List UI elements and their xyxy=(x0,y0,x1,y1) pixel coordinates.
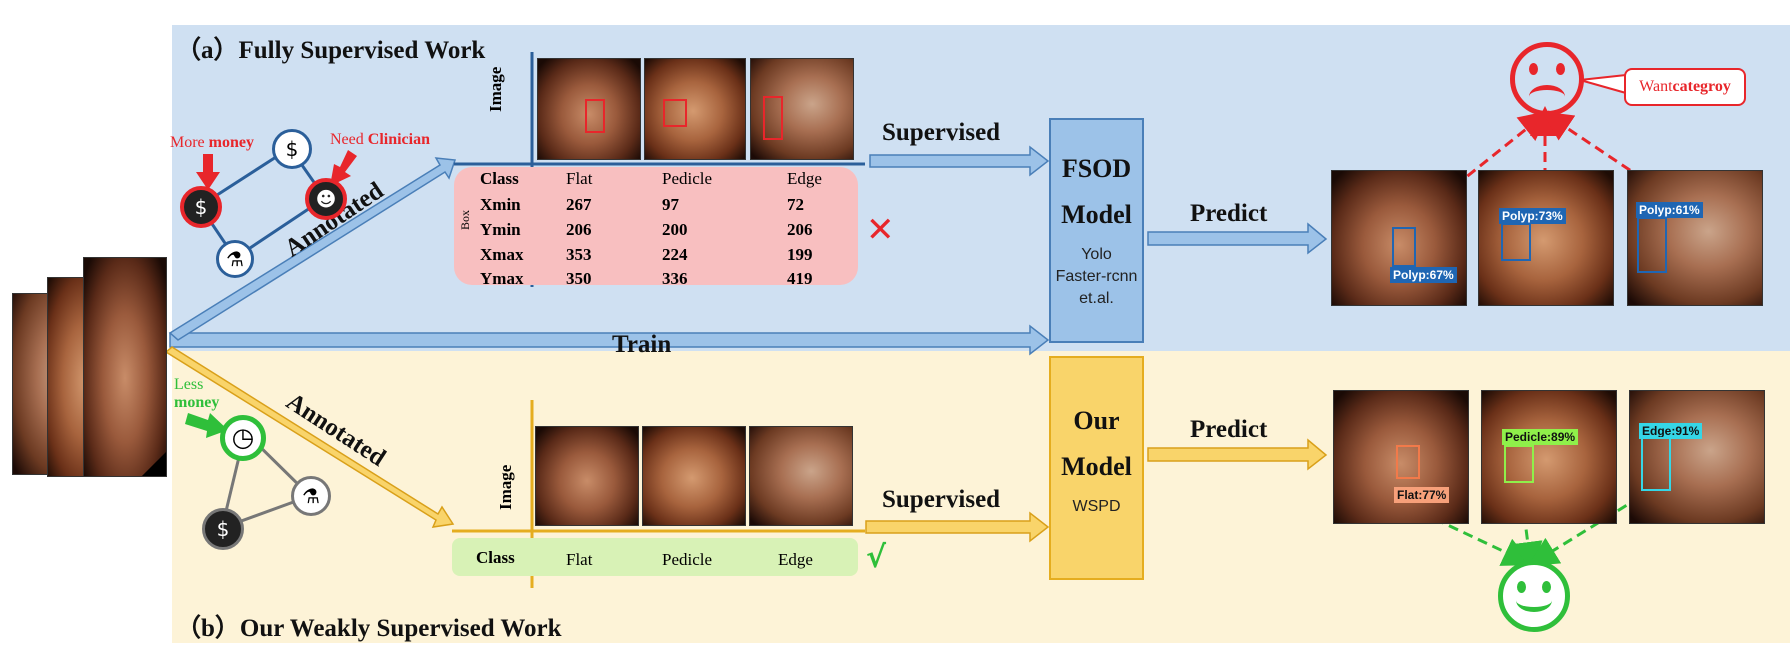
table-header-pedicle: Pedicle xyxy=(662,550,713,569)
supervised-label-top: Supervised xyxy=(882,119,1001,146)
predict-arrow-top xyxy=(1147,222,1328,255)
table-cell: 267 xyxy=(566,195,592,214)
clock-icon: ◷ xyxy=(231,423,255,453)
money-node-bottom: $ xyxy=(202,508,244,550)
row-label-ymin: Ymin xyxy=(480,220,521,239)
fsod-model-line1: FSOD xyxy=(1061,154,1132,183)
table-cell: 336 xyxy=(662,269,688,288)
clinician-node: ☻ xyxy=(305,178,347,220)
our-model-sub1: WSPD xyxy=(1072,498,1121,515)
table-cell: 224 xyxy=(662,245,688,264)
sad-face-icon xyxy=(1510,42,1584,116)
table-cell: 350 xyxy=(566,269,592,288)
fsod-model-box: FSOD Model Yolo Faster-rcnn et.al. xyxy=(1049,118,1144,343)
table-header-class: Class xyxy=(480,169,519,188)
fsod-model-sub3: et.al. xyxy=(1079,290,1114,307)
supervised-arrow-bottom xyxy=(865,511,1050,543)
money-node-top: $ xyxy=(272,129,312,169)
our-model-line1: Our xyxy=(1073,406,1120,435)
ws-prediction-image-2: Pedicle:89% xyxy=(1481,390,1617,524)
bbox-annotation-table xyxy=(454,167,858,285)
table-cell: 206 xyxy=(787,220,813,239)
our-model-line2: Model xyxy=(1061,452,1132,481)
row-label-xmin: Xmin xyxy=(480,195,521,214)
less-label: Less xyxy=(174,376,204,393)
ws-prediction-image-3: Edge:91% xyxy=(1629,390,1765,524)
train-label: Train xyxy=(612,331,672,358)
microscope-node-top: ⚗ xyxy=(216,240,254,278)
clock-node: ◷ xyxy=(220,415,266,461)
less-money-label: money xyxy=(174,394,220,411)
sample-image-edge xyxy=(750,58,854,160)
fsod-model-line2: Model xyxy=(1061,200,1132,229)
fs-prediction-tag-3: Polyp:61% xyxy=(1636,202,1703,218)
table-cell: 353 xyxy=(566,245,592,264)
sample-image-flat xyxy=(537,58,641,160)
row-label-ymax: Ymax xyxy=(480,269,524,288)
table-cell: 419 xyxy=(787,269,813,288)
ws-prediction-image-1: Flat:77% xyxy=(1333,390,1469,524)
image-axis-label-top: Image xyxy=(486,66,505,112)
train-arrow xyxy=(169,324,1050,356)
sample-image-pedicle-weak xyxy=(642,426,746,526)
ws-prediction-tag-1: Flat:77% xyxy=(1394,487,1450,503)
row-label-xmax: Xmax xyxy=(480,245,524,264)
table-header-edge: Edge xyxy=(787,169,822,188)
predict-label-top: Predict xyxy=(1190,200,1268,227)
sample-image-flat-weak xyxy=(535,426,639,526)
section-b-title: （b）Our Weakly Supervised Work xyxy=(176,615,562,642)
money-bag-icon: $ xyxy=(216,517,230,541)
ws-prediction-tag-3: Edge:91% xyxy=(1639,423,1703,439)
box-label: Box xyxy=(458,209,472,230)
money-bag-icon: $ xyxy=(194,195,208,219)
sample-image-edge-weak xyxy=(749,426,853,526)
cross-mark-icon: ✕ xyxy=(866,210,895,250)
table-cell: 199 xyxy=(787,245,813,264)
microscope-icon: ⚗ xyxy=(226,247,244,271)
fs-prediction-image-1: Polyp:67% xyxy=(1331,170,1467,306)
fsod-model-sub1: Yolo xyxy=(1081,246,1112,263)
check-mark-icon: √ xyxy=(866,540,887,575)
want-callout-pointer xyxy=(1579,73,1627,95)
money-node-red: $ xyxy=(180,186,222,228)
supervised-arrow-top xyxy=(869,145,1050,177)
fsod-model-sub2: Faster-rcnn xyxy=(1055,268,1138,285)
table-header-pedicle: Pedicle xyxy=(662,169,713,188)
microscope-node-bottom: ⚗ xyxy=(291,476,331,516)
fs-prediction-image-3: Polyp:61% xyxy=(1627,170,1763,306)
smile-face-icon xyxy=(1498,560,1570,632)
fs-prediction-tag-1: Polyp:67% xyxy=(1390,267,1457,283)
input-image-stack-3 xyxy=(83,257,167,477)
predict-label-bottom: Predict xyxy=(1190,416,1268,443)
clinician-icon: ☻ xyxy=(315,187,337,211)
image-axis-label-bottom: Image xyxy=(496,464,515,510)
table-header-flat: Flat xyxy=(566,550,593,569)
section-a-title: （a）Fully Supervised Work xyxy=(176,37,486,64)
supervised-label-bottom: Supervised xyxy=(882,486,1001,513)
table-header-edge: Edge xyxy=(778,550,813,569)
table-header-flat: Flat xyxy=(566,169,593,188)
money-icon: $ xyxy=(285,137,299,161)
table-cell: 97 xyxy=(662,195,679,214)
need-clinician-label: Need Clinician xyxy=(330,131,430,148)
predict-arrow-bottom xyxy=(1147,438,1328,471)
class-annotation-table xyxy=(452,538,858,576)
annotated-arrow-bottom xyxy=(164,346,455,528)
ws-prediction-tag-2: Pedicle:89% xyxy=(1502,429,1579,445)
microscope-icon: ⚗ xyxy=(302,484,320,508)
table-cell: 206 xyxy=(566,220,592,239)
want-category-callout: Want categroy xyxy=(1624,68,1746,106)
our-model-box: Our Model WSPD xyxy=(1049,356,1144,580)
sample-image-pedicle xyxy=(644,58,746,160)
fs-prediction-tag-2: Polyp:73% xyxy=(1499,208,1566,224)
more-money-label: More money xyxy=(170,134,254,151)
table-cell: 200 xyxy=(662,220,688,239)
fs-prediction-image-2: Polyp:73% xyxy=(1478,170,1614,306)
table-cell: 72 xyxy=(787,195,804,214)
table-header-class: Class xyxy=(476,548,515,567)
annotated-arrow-top xyxy=(168,157,457,341)
